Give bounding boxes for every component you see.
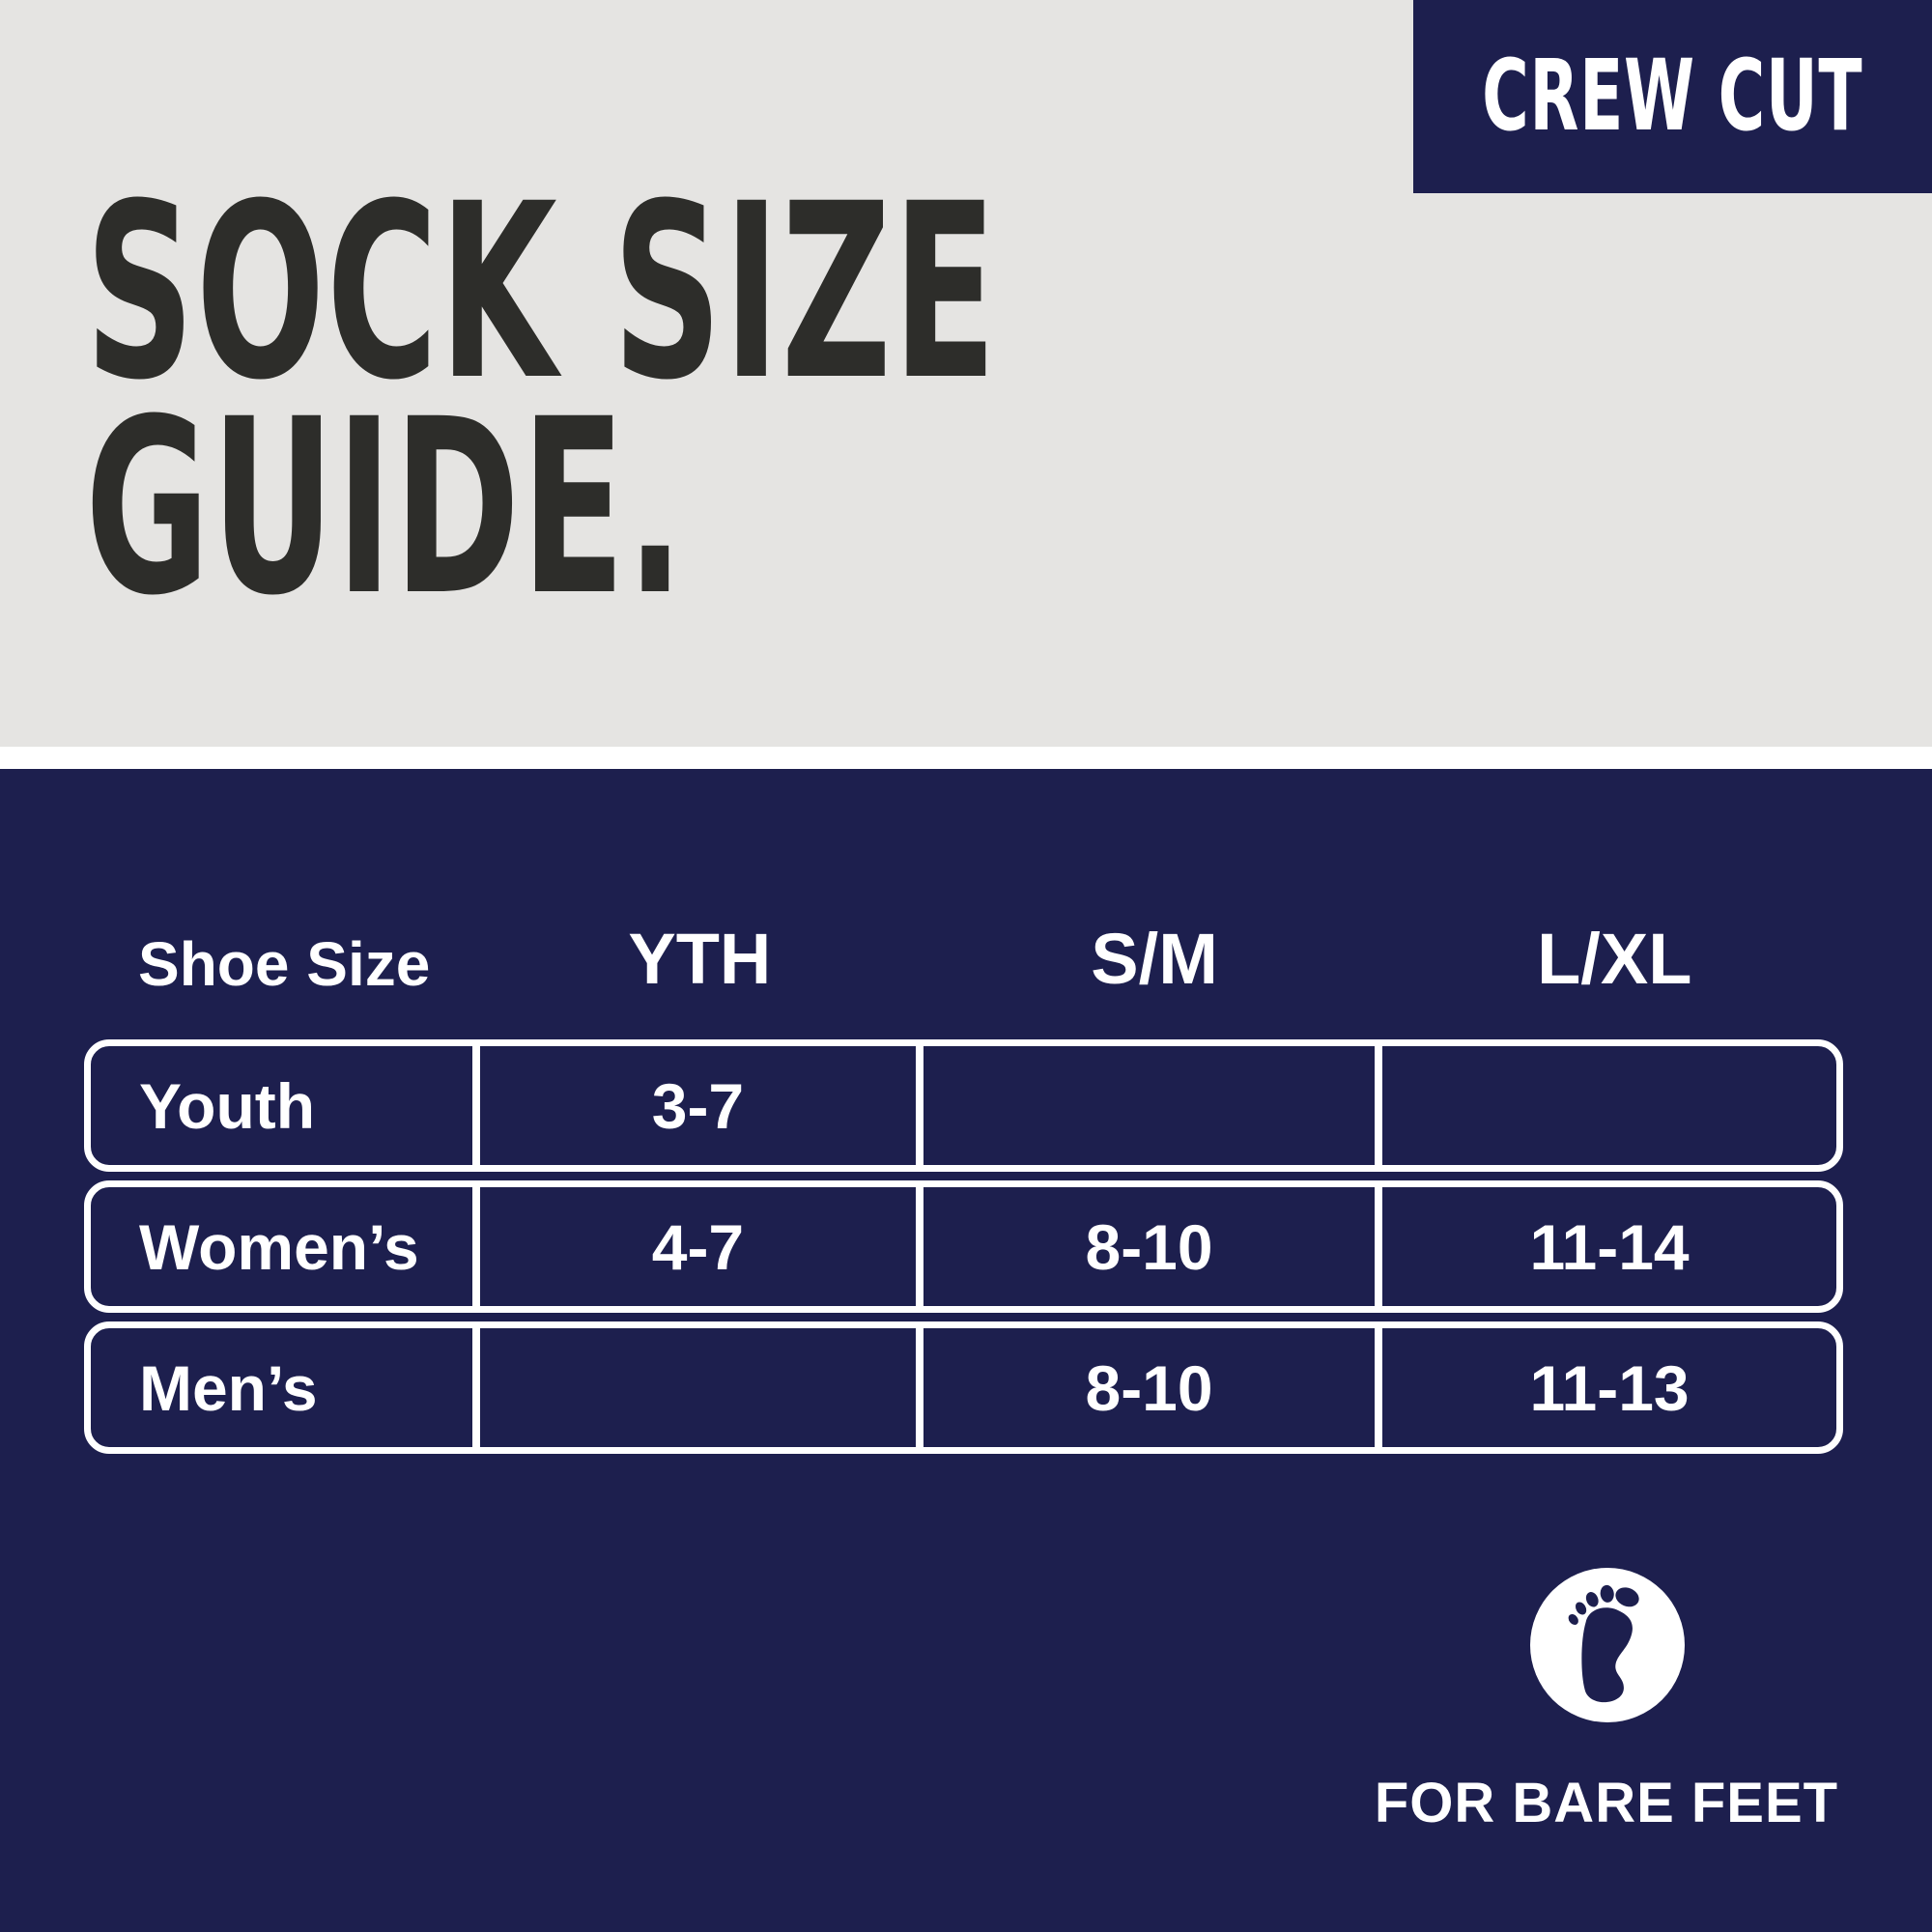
footprint-icon <box>1568 1584 1639 1703</box>
crew-cut-badge: CREW CUT <box>1413 0 1932 193</box>
column-header-yth: YTH <box>628 919 772 999</box>
column-header-shoe-size: Shoe Size <box>138 929 431 999</box>
cell-youth-sm <box>923 1046 1383 1165</box>
row-label: Men’s <box>91 1328 480 1447</box>
table-header-row: Shoe Size YTH S/M L/XL <box>84 913 1843 999</box>
sock-size-table: Shoe Size YTH S/M L/XL Youth 3-7 Women’s… <box>84 913 1843 1463</box>
page-title-line1: SOCK SIZE <box>85 152 998 433</box>
brand-logo <box>1530 1568 1685 1722</box>
cell-mens-lxl: 11-13 <box>1529 1351 1690 1424</box>
page-title-line2: GUIDE. <box>85 367 686 648</box>
table-row-womens: Women’s 4-7 8-10 11-14 <box>84 1180 1843 1313</box>
cell-youth-yth: 3-7 <box>480 1046 923 1165</box>
cell-youth-lxl <box>1382 1046 1836 1165</box>
row-label: Women’s <box>91 1187 480 1306</box>
cell-womens-sm: 8-10 <box>923 1187 1383 1306</box>
brand-name: FOR BARE FEET <box>1374 1772 1839 1834</box>
cell-womens-lxl: 11-14 <box>1529 1210 1690 1283</box>
page-title: SOCK SIZE GUIDE. <box>85 152 998 648</box>
table-row-mens: Men’s 8-10 11-13 <box>84 1321 1843 1454</box>
column-header-sm: S/M <box>1091 919 1218 999</box>
section-divider <box>0 747 1932 769</box>
cell-mens-yth <box>480 1328 923 1447</box>
table-row-youth: Youth 3-7 <box>84 1039 1843 1172</box>
cell-mens-sm: 8-10 <box>923 1328 1383 1447</box>
row-label: Youth <box>91 1046 480 1165</box>
column-header-lxl: L/XL <box>1537 919 1692 999</box>
cell-womens-yth: 4-7 <box>480 1187 923 1306</box>
crew-cut-badge-label: CREW CUT <box>1482 39 1863 154</box>
